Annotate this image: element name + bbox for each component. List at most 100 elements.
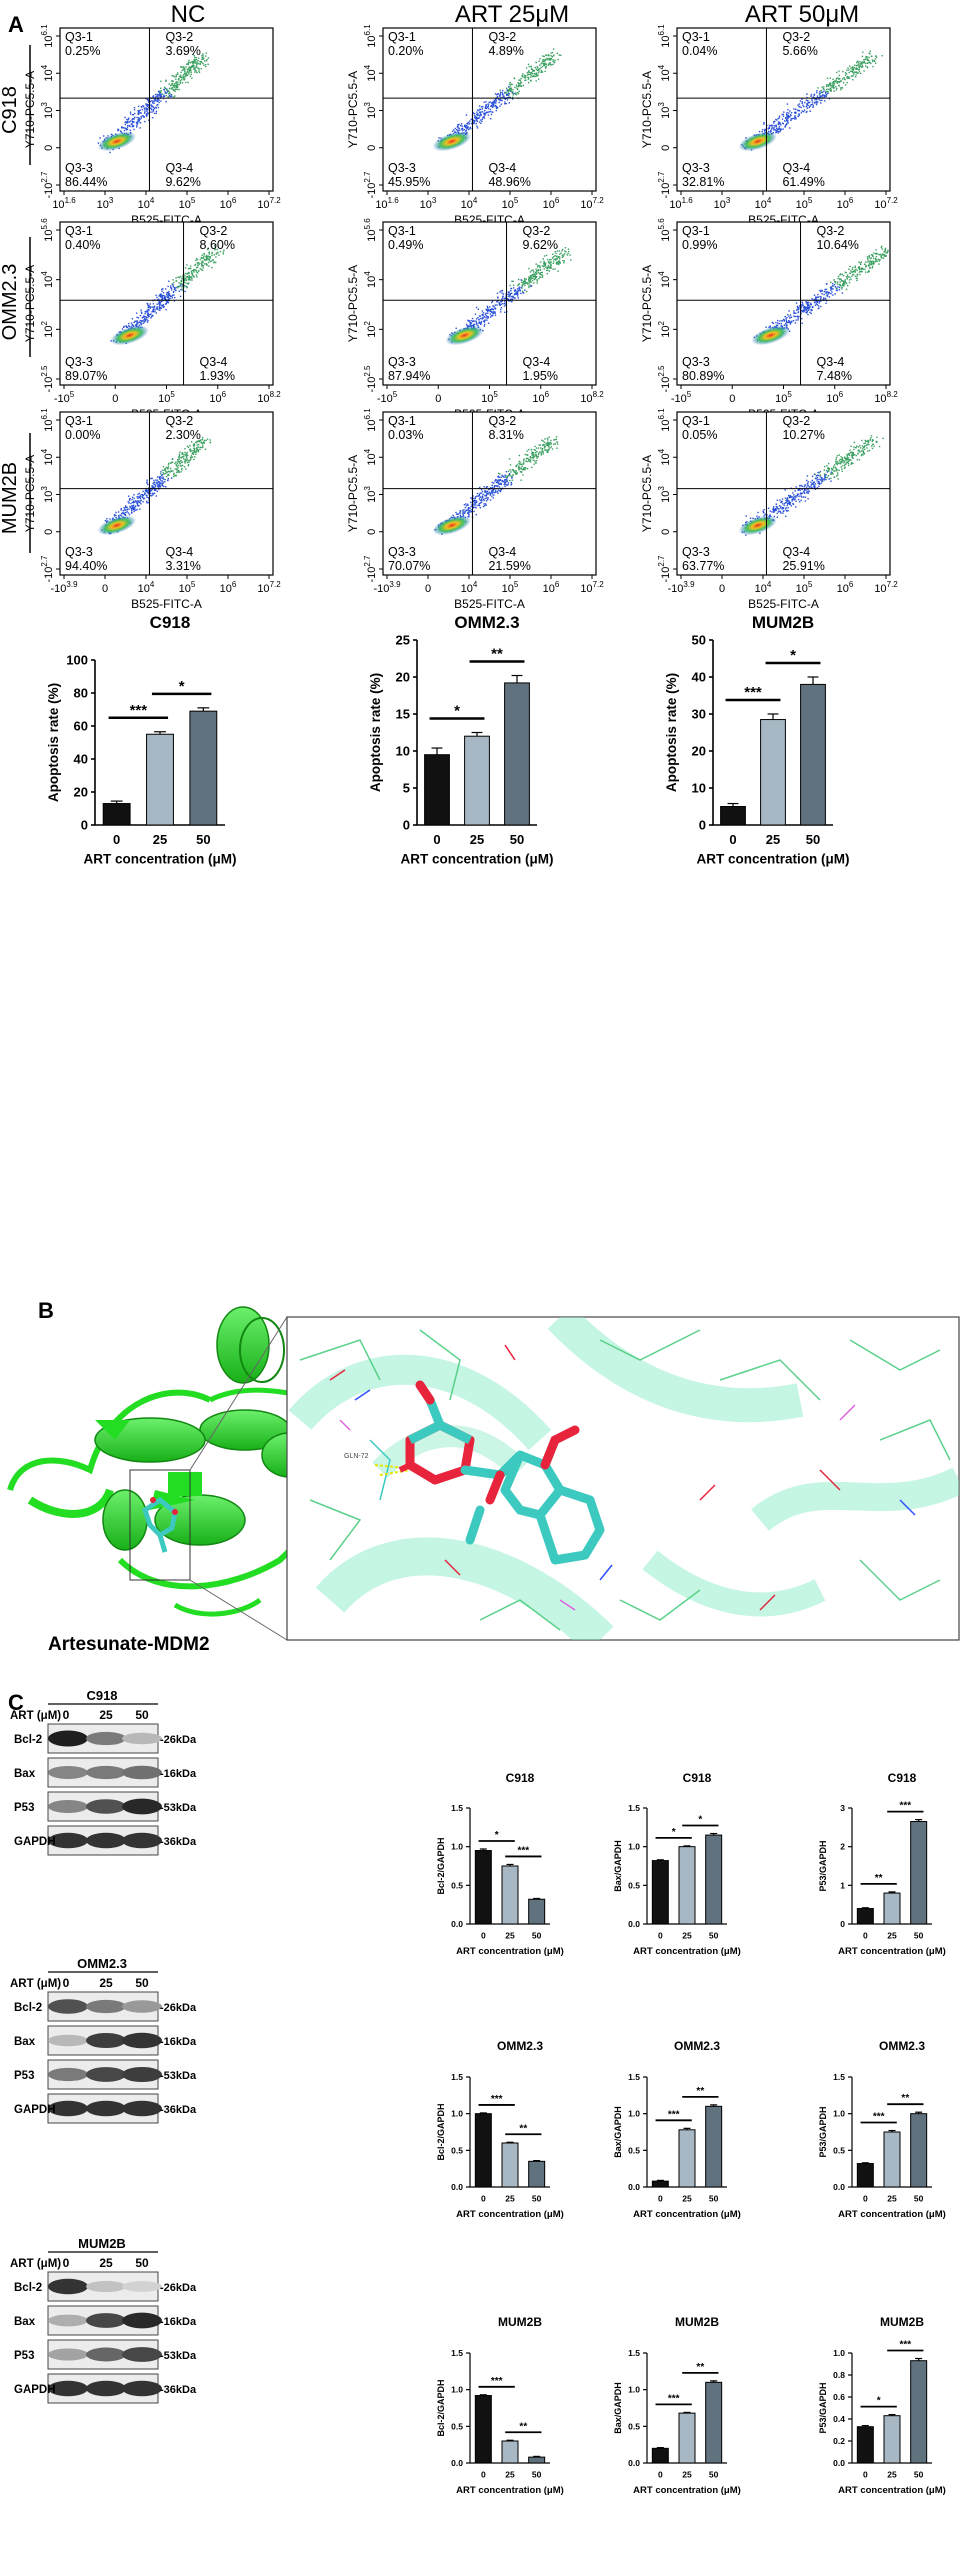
- bar: [102, 803, 131, 826]
- wb-protein-label: GAPDH: [14, 1836, 56, 1848]
- y-tick-label: 1.0: [833, 2109, 845, 2119]
- y-tick-label: 2: [840, 1842, 845, 1852]
- quadrant-value: 1.95%: [523, 369, 558, 383]
- quadrant-value: 21.59%: [488, 559, 530, 573]
- flow-col-title-art25: ART 25μM: [455, 1, 569, 28]
- y-tick-label: 106.1: [363, 24, 378, 48]
- bar: [910, 2113, 928, 2188]
- bar-chart: MUM2B 0 10 20 30 40 50 Apoptosis rate (%) 0 25 50 A…: [664, 613, 850, 867]
- wb-band: [48, 2380, 88, 2397]
- x-tick-label: 106: [837, 580, 854, 595]
- quadrant-name: Q3-2: [523, 224, 551, 238]
- y-tick-label: 104: [40, 64, 55, 81]
- bar: [705, 1834, 723, 1925]
- y-tick-label: 1.5: [451, 2072, 463, 2082]
- x-axis-label: ART concentration (μM): [456, 1946, 564, 1957]
- x-tick-label: 108.2: [874, 390, 898, 405]
- quadrant-name: Q3-1: [682, 224, 710, 238]
- x-tick-label: 50: [510, 832, 524, 847]
- y-tick-label: -102.5: [40, 365, 55, 393]
- bar: [651, 2447, 669, 2464]
- y-tick-label: 1.0: [451, 2109, 463, 2119]
- y-tick-label: 3: [840, 1803, 845, 1813]
- wb-band: [86, 2067, 126, 2082]
- wb-size-label: -36kDa: [160, 2104, 197, 2116]
- x-tick-label: 0: [113, 832, 120, 847]
- y-tick-label: 0.0: [628, 1919, 640, 1929]
- y-tick-label: 0.4: [833, 2414, 845, 2424]
- chart-title: C918: [888, 1771, 917, 1785]
- y-axis-label: P53/GAPDH: [818, 1840, 828, 1891]
- quadrant-name: Q3-4: [782, 161, 810, 175]
- docking-label: Artesunate-MDM2: [48, 1634, 210, 1655]
- y-tick-label: 0.0: [628, 2458, 640, 2468]
- bar: [705, 2381, 723, 2464]
- wb-band: [48, 2348, 88, 2361]
- y-tick-label: 25: [396, 633, 410, 648]
- x-tick-label: 0: [863, 2470, 868, 2480]
- y-tick-label: 0.0: [833, 2182, 845, 2192]
- wb-band: [86, 2313, 126, 2328]
- quadrant-value: 1.93%: [200, 369, 235, 383]
- x-axis-label: B525-FITC-A: [748, 597, 819, 611]
- y-tick-label: 1.5: [833, 2072, 845, 2082]
- x-tick-label: 50: [914, 1931, 924, 1941]
- x-tick-label: 25: [505, 1931, 515, 1941]
- y-tick-label: 0.5: [628, 2145, 640, 2155]
- y-tick-label: 104: [40, 448, 55, 465]
- chart-title: MUM2B: [498, 2315, 542, 2329]
- y-tick-label: 20: [396, 670, 410, 685]
- quadrant-name: Q3-1: [65, 30, 93, 44]
- wb-band: [122, 1798, 162, 1815]
- x-axis-label: ART concentration (μM): [633, 2209, 741, 2220]
- wb-lane-label: 50: [135, 2256, 149, 2270]
- wb-band: [48, 1730, 88, 1747]
- x-tick-label: 0: [481, 2194, 486, 2204]
- x-tick-label: 103: [714, 196, 731, 211]
- significance-label: ***: [899, 1801, 911, 1812]
- y-tick-label: 104: [363, 64, 378, 81]
- quadrant-value: 0.99%: [682, 238, 717, 252]
- quadrant-value: 0.03%: [388, 428, 423, 442]
- x-tick-label: 101.6: [669, 196, 693, 211]
- quadrant-value: 7.48%: [817, 369, 852, 383]
- wb-band: [48, 2314, 88, 2327]
- significance-label: **: [519, 2421, 527, 2432]
- y-tick-label: 0: [403, 818, 410, 833]
- wb-protein-label: P53: [14, 1802, 34, 1814]
- x-tick-label: 0: [435, 393, 441, 405]
- wb-block: MUM2B ART (μM) 0 25 50 Bcl-2 -26kDa Bax -16kDa P5…: [10, 2236, 197, 2404]
- wb-block: C918 ART (μM) 0 25 50 Bcl-2 -26kDa Bax -16kDa P53…: [10, 1688, 197, 1856]
- x-axis-label: ART concentration (μM): [400, 852, 553, 867]
- x-axis-label: B525-FITC-A: [131, 597, 202, 611]
- x-tick-label: 50: [196, 832, 210, 847]
- bar-chart: MUM2B 0.0 0.2 0.4 0.6 0.8 1.0 P53/GAPDH 0 25 50 ART…: [818, 2315, 946, 2496]
- wb-protein-label: P53: [14, 2070, 34, 2082]
- x-tick-label: 108.2: [580, 390, 604, 405]
- significance-label: **: [491, 646, 503, 663]
- bar: [424, 754, 450, 826]
- quadrant-name: Q3-4: [523, 355, 551, 369]
- bar: [883, 1892, 901, 1925]
- chart-title: OMM2.3: [879, 2039, 925, 2053]
- bar: [883, 2415, 901, 2464]
- quadrant-value: 45.95%: [388, 175, 430, 189]
- quadrant-name: Q3-3: [682, 545, 710, 559]
- y-tick-label: 1.0: [451, 1842, 463, 1852]
- significance-label: **: [696, 2086, 704, 2097]
- y-tick-label: 105.6: [363, 218, 378, 242]
- quadrant-value: 0.04%: [682, 44, 717, 58]
- x-tick-label: 104: [138, 580, 155, 595]
- quadrant-value: 2.30%: [165, 428, 200, 442]
- quadrant-value: 0.49%: [388, 238, 423, 252]
- y-tick-label: 102: [657, 320, 672, 337]
- bar: [189, 710, 218, 826]
- x-tick-label: 101.6: [375, 196, 399, 211]
- quadrant-value: 87.94%: [388, 369, 430, 383]
- significance-label: ***: [491, 2376, 503, 2387]
- y-tick-label: -102.7: [363, 171, 378, 199]
- wb-size-label: -53kDa: [160, 2350, 197, 2362]
- flow-cytometry-grid: C918Q3-10.25%Q3-23.69%Q3-386.44%Q3-49.62…: [0, 24, 898, 611]
- flow-row-label: OMM2.3: [0, 264, 21, 341]
- quadrant-value: 32.81%: [682, 175, 724, 189]
